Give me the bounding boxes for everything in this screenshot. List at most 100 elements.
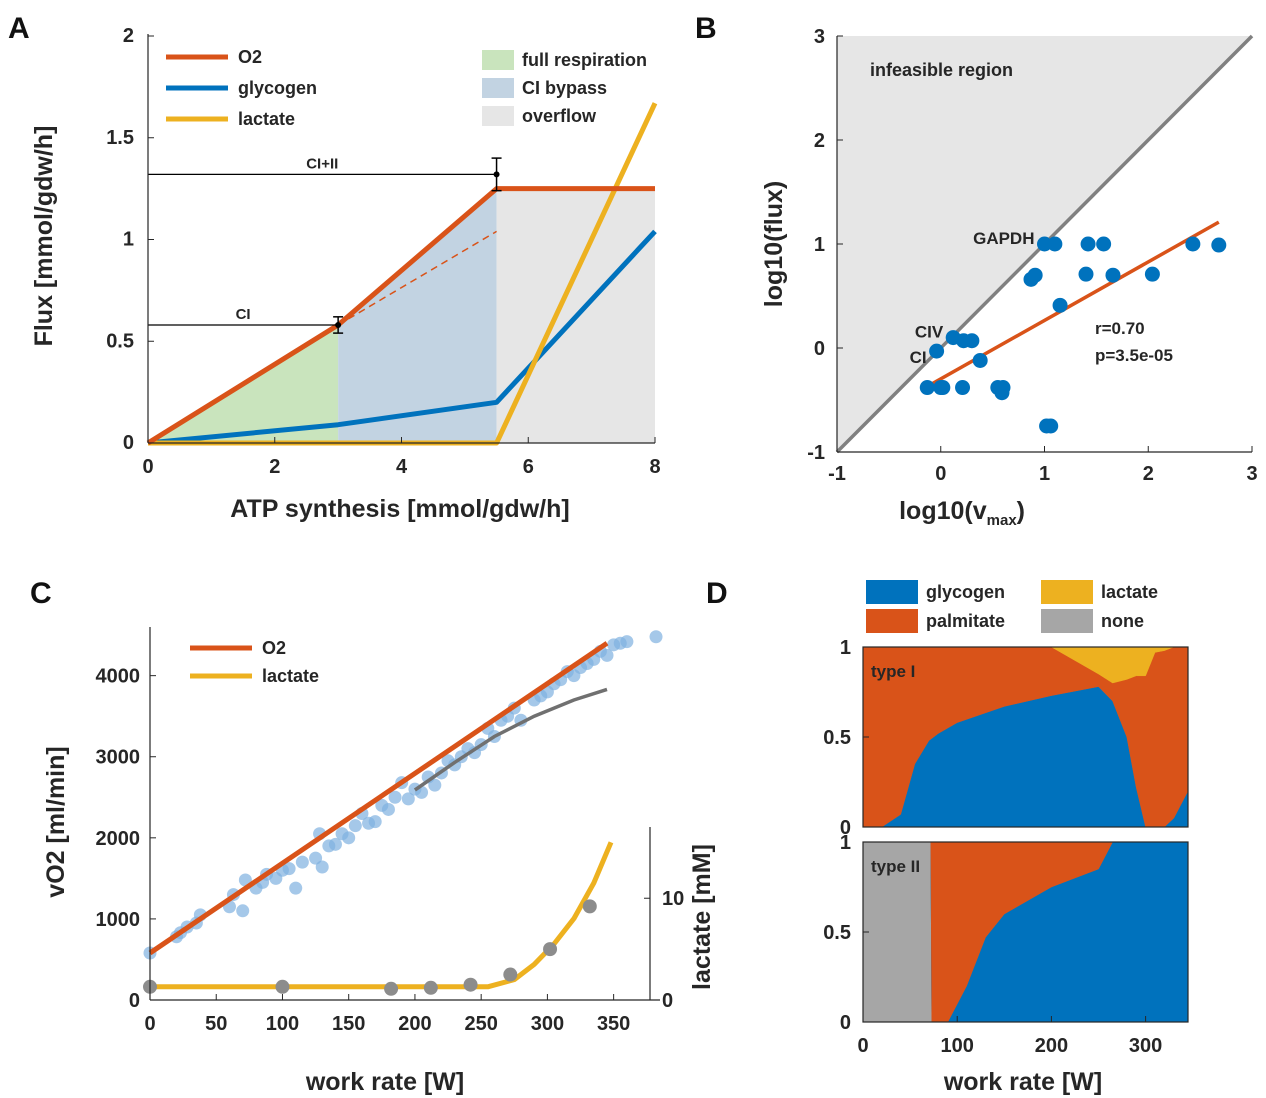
data-point: [1211, 237, 1227, 253]
legend-swatch-none: [1041, 609, 1093, 633]
legend-swatch-palmitate: [866, 609, 918, 633]
x-tick-label: 0: [935, 463, 946, 485]
data-point: [964, 333, 980, 349]
vo2-data-point: [401, 792, 415, 806]
x-tick-label: 8: [649, 456, 660, 478]
legend-label-glycogen: glycogen: [926, 582, 1005, 602]
y-tick-label: 1: [814, 234, 825, 256]
panel-letter-b: B: [695, 12, 717, 45]
panel-a-ylabel: Flux [mmol/gdw/h]: [30, 126, 58, 347]
panel-c-legend: O2 lactate: [190, 638, 319, 686]
y-tick-label: 2: [123, 25, 134, 47]
vo2-data-point: [295, 855, 309, 869]
panel-b-region-label: infeasible region: [870, 60, 1013, 80]
legend-label-ci-bypass: CI bypass: [522, 78, 607, 98]
reference-point: [493, 171, 500, 178]
x-tick-label: 0: [142, 456, 153, 478]
y-tick-label: 0: [814, 338, 825, 360]
panel-d-xlabel: work rate [W]: [943, 1068, 1102, 1096]
panel-letter-d: D: [706, 577, 728, 610]
vo2-data-point: [315, 860, 329, 874]
panel-b-points: [919, 236, 1227, 434]
y-tick-label: 0: [840, 817, 851, 839]
data-point: [1078, 266, 1094, 282]
legend-swatch-lactate: [1041, 580, 1093, 604]
vo2-data-point: [289, 881, 303, 895]
panel-b-xlabel-sub: max: [987, 512, 1018, 529]
x-tick-label: 2: [269, 456, 280, 478]
data-point: [1185, 236, 1201, 252]
panel-a-legend: O2 glycogen lactate full respiration CI bypa…: [166, 47, 647, 129]
data-point: [1052, 297, 1068, 313]
y-tick-label: 1000: [96, 909, 141, 931]
legend-label-overflow: overflow: [522, 106, 597, 126]
series-lactate-line: [150, 841, 614, 990]
legend-label-O2: O2: [262, 638, 286, 658]
panel-b-xlabel-end: ): [1017, 497, 1025, 525]
panel-c-chart: 0 50 100 150 200 250 300 350 0 1000 2000 3000 4000 0 1…: [42, 627, 716, 1096]
x-tick-label: 2: [1143, 463, 1154, 485]
legend-label-glycogen: glycogen: [238, 78, 317, 98]
legend-label-palmitate: palmitate: [926, 611, 1005, 631]
y-tick-label: 2000: [96, 828, 141, 850]
legend-label-lactate: lactate: [262, 666, 319, 686]
y-tick-label: 0.5: [823, 727, 851, 749]
data-point: [1144, 266, 1160, 282]
reference-label: CI+II: [306, 155, 338, 172]
series-O2-line: [146, 186, 655, 446]
legend-label-O2: O2: [238, 47, 262, 67]
legend-swatch-full-respiration: [482, 50, 514, 70]
legend-swatch-ci-bypass: [482, 78, 514, 98]
x-tick-label: 300: [531, 1013, 564, 1035]
vo2-data-point: [309, 851, 323, 865]
legend-swatch-overflow: [482, 106, 514, 126]
x-tick-label: 350: [597, 1013, 630, 1035]
x-tick-label: 50: [205, 1013, 227, 1035]
panel-a-xlabel: ATP synthesis [mmol/gdw/h]: [230, 495, 569, 523]
data-point: [1047, 236, 1063, 252]
panel-d-type1-area: 0 0.5 1 type I: [823, 637, 1189, 839]
x-tick-label: 250: [464, 1013, 497, 1035]
panel-a-reference-lines: CI CI+II: [148, 155, 502, 334]
panel-d-legend: glycogen lactate palmitate none: [866, 580, 1158, 633]
lactate-data-point: [582, 899, 597, 914]
data-point: [1105, 267, 1121, 283]
region-ci-bypass: [338, 188, 497, 443]
data-point: [955, 380, 971, 396]
right-y-tick-label: 10: [662, 888, 684, 910]
panel-c-xlabel: work rate [W]: [305, 1068, 464, 1096]
panel-letter-c: C: [30, 577, 52, 610]
y-tick-label: 0: [129, 990, 140, 1012]
subplot-label: type I: [871, 662, 915, 681]
panel-b-stat-p: p=3.5e-05: [1095, 346, 1173, 365]
panel-b-chart: infeasible region GAPDH CIV CI -1 0 1 2 3 -1 0 1 2…: [760, 26, 1258, 529]
panel-letter-a: A: [8, 12, 30, 45]
panel-a-chart: CI CI+II 0 2 4 6 8 0 0.5 1 1.5 2 O2 glycogen lactate…: [30, 25, 661, 523]
y-tick-label: 4000: [96, 666, 141, 688]
lactate-data-point: [463, 977, 478, 992]
panel-b-axes: -1 0 1 2 3 -1 0 1 2 3: [807, 26, 1257, 485]
x-tick-label: 0: [144, 1013, 155, 1035]
y-tick-label: 0: [123, 432, 134, 454]
data-point: [994, 385, 1010, 401]
point-label-gapdh: GAPDH: [973, 229, 1034, 248]
x-tick-label: 1: [1039, 463, 1050, 485]
o2-dashed-extrapolation: [337, 230, 497, 326]
x-tick-label: 150: [332, 1013, 365, 1035]
vo2-data-point: [282, 862, 296, 876]
data-point: [929, 343, 945, 359]
panel-b-point-labels: GAPDH CIV CI: [910, 229, 1035, 367]
data-point: [919, 380, 935, 396]
subplot-label: type II: [871, 857, 920, 876]
legend-swatch-glycogen: [866, 580, 918, 604]
legend-label-lactate: lactate: [238, 109, 295, 129]
panel-b-xlabel: log10(vmax): [899, 497, 1025, 529]
vo2-data-point: [342, 831, 356, 845]
series-glycogen-line: [147, 229, 657, 446]
data-point: [1080, 236, 1096, 252]
reference-label: CI: [236, 306, 251, 323]
x-tick-label: 200: [398, 1013, 431, 1035]
panel-c-axes: 0 50 100 150 200 250 300 350 0 1000 2000 3000 4000 0 1…: [96, 627, 684, 1035]
vo2-data-point: [348, 819, 362, 833]
